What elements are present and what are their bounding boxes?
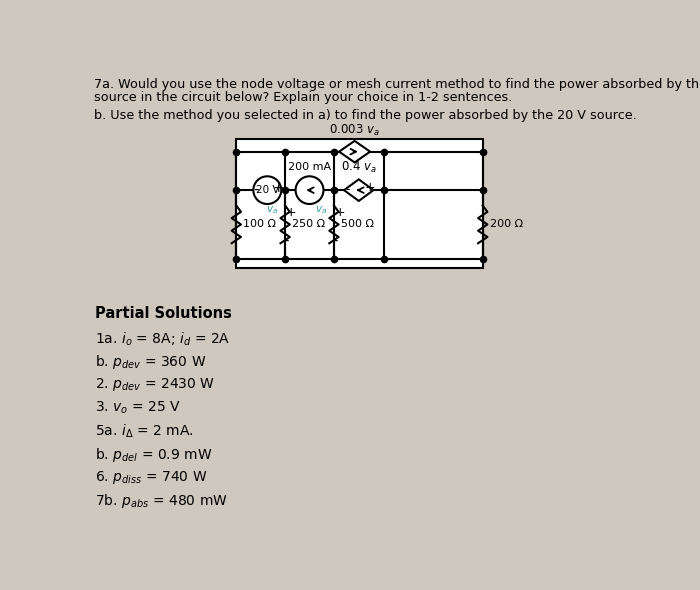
- Text: 5a. $i_{\Delta}$ = 2 mA.: 5a. $i_{\Delta}$ = 2 mA.: [95, 422, 194, 440]
- Text: +: +: [286, 206, 297, 219]
- Text: 7b. $p_{abs}$ = 480 mW: 7b. $p_{abs}$ = 480 mW: [95, 492, 228, 510]
- Bar: [237, 139, 483, 268]
- Text: $v_a$: $v_a$: [266, 205, 278, 217]
- Text: -: -: [253, 182, 259, 197]
- Circle shape: [253, 176, 281, 204]
- Text: 0.4 $v_a$: 0.4 $v_a$: [341, 160, 377, 175]
- Text: 200 mA: 200 mA: [288, 162, 331, 172]
- Text: 0.003 $v_a$: 0.003 $v_a$: [329, 123, 380, 138]
- Polygon shape: [344, 179, 374, 201]
- Text: 7a. Would you use the node voltage or mesh current method to find the power abso: 7a. Would you use the node voltage or me…: [94, 78, 700, 91]
- Text: b. $p_{dev}$ = 360 W: b. $p_{dev}$ = 360 W: [95, 353, 206, 371]
- Text: +: +: [272, 181, 284, 195]
- Text: 3. $v_o$ = 25 V: 3. $v_o$ = 25 V: [95, 399, 181, 416]
- Text: $v_a$: $v_a$: [315, 205, 327, 217]
- Text: +: +: [335, 206, 345, 219]
- Text: 500 Ω: 500 Ω: [341, 219, 374, 230]
- Text: 2. $p_{dev}$ = 2430 W: 2. $p_{dev}$ = 2430 W: [95, 376, 216, 394]
- Text: 250 Ω: 250 Ω: [292, 219, 326, 230]
- Text: 1a. $i_o$ = 8A; $i_d$ = 2A: 1a. $i_o$ = 8A; $i_d$ = 2A: [95, 330, 230, 348]
- Text: -: -: [332, 232, 338, 247]
- Text: -: -: [346, 183, 350, 196]
- Text: source in the circuit below? Explain your choice in 1-2 sentences.: source in the circuit below? Explain you…: [94, 91, 512, 104]
- Text: 200 Ω: 200 Ω: [490, 219, 523, 230]
- Text: b. $p_{del}$ = 0.9 mW: b. $p_{del}$ = 0.9 mW: [95, 446, 213, 464]
- Text: -: -: [284, 232, 289, 247]
- Circle shape: [295, 176, 323, 204]
- Text: +: +: [364, 181, 375, 194]
- Polygon shape: [339, 141, 370, 162]
- Text: 100 Ω: 100 Ω: [244, 219, 276, 230]
- Text: b. Use the method you selected in a) to find the power absorbed by the 20 V sour: b. Use the method you selected in a) to …: [94, 109, 636, 122]
- Text: Partial Solutions: Partial Solutions: [95, 306, 232, 320]
- Text: 6. $p_{diss}$ = 740 W: 6. $p_{diss}$ = 740 W: [95, 469, 208, 486]
- Text: 20 V: 20 V: [256, 185, 279, 195]
